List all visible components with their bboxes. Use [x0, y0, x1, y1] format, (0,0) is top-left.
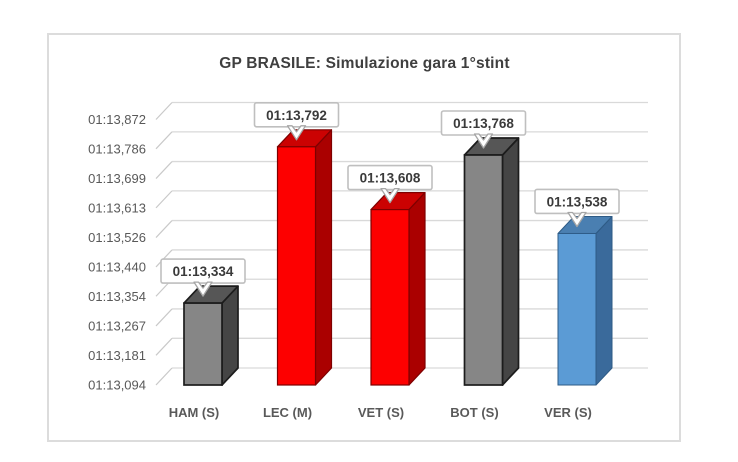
bar-ham-front-face — [183, 302, 223, 386]
category-label: VER (S) — [544, 405, 592, 420]
data-label-callout-box — [347, 164, 433, 191]
data-label-callout-box — [534, 188, 620, 215]
y-axis-tick-label: 01:13,267 — [88, 318, 146, 333]
y-axis-tick-label: 01:13,354 — [88, 289, 146, 304]
data-label-value: 01:13,768 — [453, 116, 514, 131]
y-axis-tick-label: 01:13,872 — [88, 112, 146, 127]
bar-vet-side-face — [408, 191, 426, 386]
axis-leader-line — [155, 161, 173, 179]
category-label: VET (S) — [358, 405, 404, 420]
bar-lec-front-face — [276, 146, 317, 386]
data-label-value: 01:13,538 — [547, 194, 608, 209]
data-label-callout-box — [440, 110, 527, 136]
data-label-value: 01:13,608 — [360, 171, 421, 186]
data-label-callout-arrow — [286, 125, 307, 141]
data-label-value: 01:13,792 — [266, 108, 327, 123]
data-label-callout-box — [253, 102, 340, 128]
axis-leader-line — [155, 308, 173, 327]
data-label-callout-arrow — [193, 281, 213, 297]
chart-title: GP BRASILE: Simulazione gara 1°stint — [219, 55, 510, 72]
bar-bot-side-face — [501, 137, 520, 386]
axis-leader-line — [155, 337, 173, 356]
bar-ver-front-face — [557, 232, 597, 386]
axis-leader-line — [155, 367, 173, 386]
y-axis-tick-label: 01:13,526 — [88, 230, 146, 245]
axis-leader-line — [155, 102, 173, 120]
axis-leader-line — [155, 190, 173, 209]
data-label-callout-arrow — [567, 211, 587, 228]
data-label-value: 01:13,334 — [173, 264, 234, 279]
axis-leader-line — [155, 131, 173, 150]
bar-bot-front-face — [463, 154, 504, 386]
bar-ver-side-face — [595, 215, 613, 386]
bar-vet-front-face — [370, 208, 410, 386]
data-label-callout-arrow — [473, 133, 494, 149]
y-axis-tick-label: 01:13,181 — [88, 348, 146, 363]
y-axis-tick-label: 01:13,094 — [88, 378, 146, 393]
bar-lec-side-face — [314, 129, 333, 386]
axis-leader-line — [155, 220, 173, 238]
data-label-callout-arrow — [380, 187, 400, 204]
y-axis-tick-label: 01:13,786 — [88, 141, 146, 156]
y-axis-tick-label: 01:13,699 — [88, 171, 146, 186]
category-label: BOT (S) — [450, 405, 498, 420]
y-axis-tick-label: 01:13,613 — [88, 200, 146, 215]
category-label: HAM (S) — [169, 405, 220, 420]
data-label-callout-box — [160, 258, 246, 284]
y-axis-tick-label: 01:13,440 — [88, 259, 146, 274]
category-label: LEC (M) — [263, 405, 312, 420]
